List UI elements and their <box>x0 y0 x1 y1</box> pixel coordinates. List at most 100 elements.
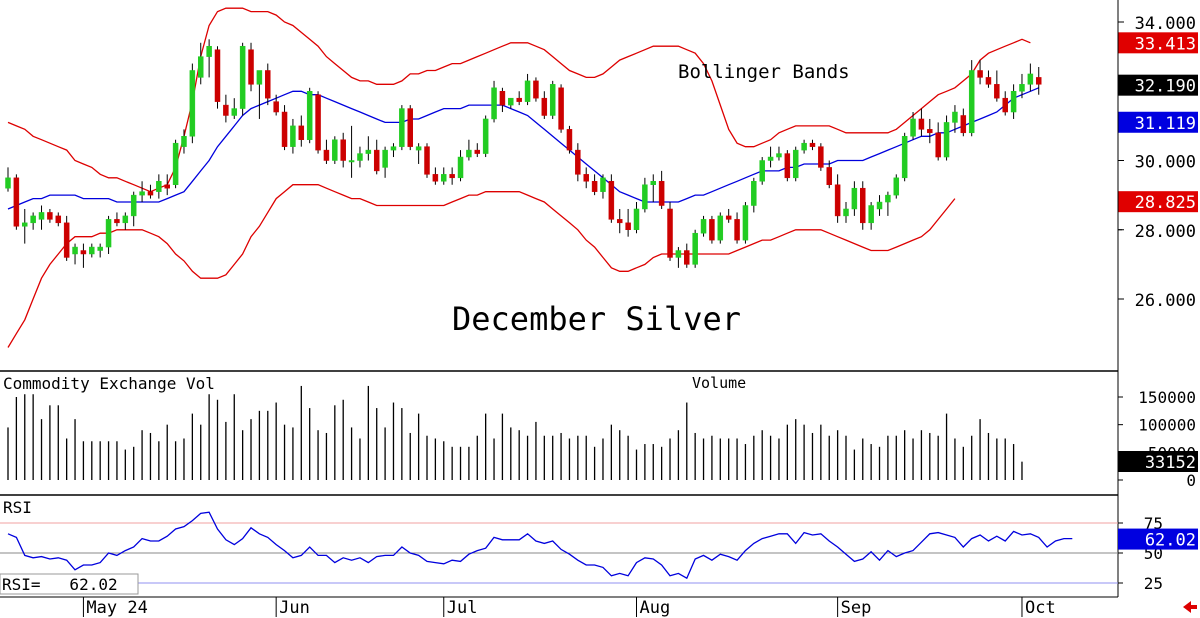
candle-body <box>181 136 187 147</box>
candle-body <box>97 246 103 251</box>
candle-body <box>985 77 992 85</box>
rsi-badge: 62.02 <box>1118 528 1198 551</box>
candle-body <box>809 142 816 147</box>
price-axis: 34.000 30.000 28.000 26.000 <box>1118 14 1196 311</box>
candle <box>38 205 45 230</box>
candle-body <box>658 181 665 206</box>
x-month-label: Sep <box>841 598 872 618</box>
candle-body <box>332 139 338 161</box>
candle <box>30 212 36 230</box>
candle-body <box>893 177 900 196</box>
candle <box>306 87 313 144</box>
candle <box>1002 91 1008 116</box>
candle <box>97 243 103 258</box>
volume-tick-label: 150000 <box>1138 388 1196 407</box>
candle <box>868 202 874 230</box>
candle <box>281 105 288 151</box>
candle-body <box>583 174 589 182</box>
candle-body <box>491 87 497 120</box>
candle <box>89 243 95 258</box>
candle <box>901 132 908 182</box>
candle <box>642 177 648 213</box>
candle <box>549 80 556 119</box>
candle <box>792 146 799 182</box>
candle <box>189 63 196 144</box>
candle <box>524 73 531 106</box>
candle <box>206 39 212 78</box>
candle <box>13 174 20 230</box>
candle-body <box>977 70 983 78</box>
candle-body <box>642 184 648 210</box>
candle <box>742 202 749 244</box>
candle <box>256 70 263 119</box>
candle-body <box>197 56 204 78</box>
candle-body <box>625 222 631 230</box>
candle <box>876 195 883 216</box>
candle-body <box>348 160 355 163</box>
badge-middle-band: 31.119 <box>1118 111 1198 134</box>
candle <box>776 146 782 161</box>
candle <box>809 139 816 151</box>
candle <box>5 167 11 192</box>
candle-body <box>826 167 832 185</box>
candle <box>357 146 363 168</box>
candle <box>700 215 707 237</box>
candle-body <box>499 91 506 106</box>
candle <box>55 212 62 227</box>
candle <box>918 108 925 137</box>
candle-body <box>667 208 673 258</box>
candle <box>893 174 900 199</box>
rsi-tick-label: 25 <box>1144 574 1163 593</box>
candle-body <box>105 219 112 248</box>
candle-body <box>256 70 263 85</box>
candle <box>474 143 481 158</box>
candle-body <box>600 177 606 192</box>
candle-body <box>608 181 615 220</box>
rsi-label: RSI <box>3 498 32 517</box>
candle <box>826 160 832 189</box>
candle-body <box>390 146 397 151</box>
candle <box>508 97 514 109</box>
volume-badge: 33152 <box>1118 451 1198 473</box>
candle <box>130 191 137 227</box>
candle <box>608 174 615 223</box>
candle <box>147 184 154 199</box>
candle-body <box>315 94 321 151</box>
candle <box>801 139 807 154</box>
badge-value: 31.119 <box>1135 114 1196 134</box>
candle-body <box>968 70 975 134</box>
candle-body <box>508 97 514 106</box>
candle-body <box>382 149 388 168</box>
candle-body <box>709 219 715 241</box>
candle-body <box>1002 97 1008 113</box>
candle <box>767 146 774 168</box>
candle <box>248 42 254 92</box>
candle-body <box>684 250 690 265</box>
candle <box>725 208 732 223</box>
candle <box>851 181 858 216</box>
bollinger-lower-line <box>7 184 956 348</box>
candle-body <box>38 212 45 220</box>
candle <box>332 136 338 164</box>
candle <box>105 215 112 254</box>
candle-body <box>901 136 908 179</box>
candle <box>80 243 87 268</box>
candle-body <box>231 108 238 116</box>
volume-bars <box>7 385 1023 480</box>
candle-body <box>373 149 380 172</box>
candle-body <box>616 219 623 224</box>
candle <box>734 212 740 244</box>
candle-body <box>407 108 413 147</box>
candle-body <box>734 219 740 241</box>
candle <box>72 243 78 265</box>
candle-body <box>80 250 87 255</box>
price-badges: 33.413 32.190 31.119 28.825 <box>1118 32 1198 213</box>
badge-bg <box>1118 191 1198 213</box>
candle <box>239 42 246 116</box>
candle <box>709 215 715 244</box>
scroll-left-arrow-icon[interactable] <box>1183 601 1197 613</box>
candle <box>47 208 53 223</box>
candle-body <box>474 149 481 154</box>
